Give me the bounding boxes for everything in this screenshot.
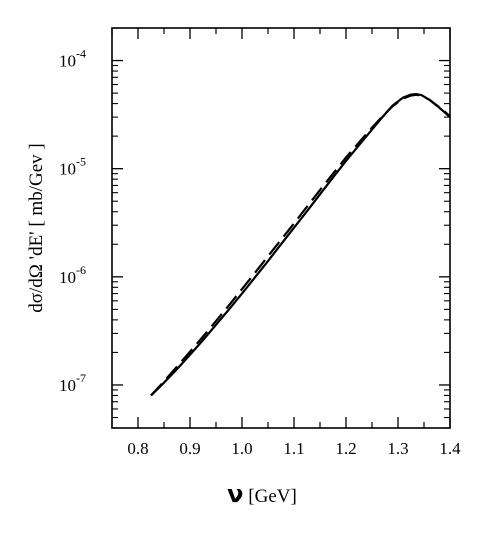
x-tick-label: 1.4 <box>439 439 461 458</box>
y-tick-label: 10-4 <box>59 47 86 71</box>
x-tick-label: 0.9 <box>179 439 200 458</box>
x-tick-label: 1.3 <box>387 439 408 458</box>
solid-series-line <box>150 92 451 397</box>
x-tick-label: 0.8 <box>127 439 148 458</box>
x-tick-label: 1.1 <box>283 439 304 458</box>
y-tick-label: 10-5 <box>59 155 86 179</box>
y-tick-label: 10-7 <box>59 371 86 395</box>
plot-frame <box>111 27 451 429</box>
curves <box>150 92 451 397</box>
axis-ticks <box>111 27 451 429</box>
x-tick-label: 1.0 <box>231 439 252 458</box>
x-tick-labels: 0.8 0.9 1.0 1.1 1.2 1.3 1.4 <box>127 439 461 458</box>
y-tick-labels: 10-7 10-6 10-5 10-4 <box>59 47 86 395</box>
y-axis-label: dσ/dΩ 'dE' [ mb/Gev ] <box>26 143 47 312</box>
dashed-series-line <box>150 93 451 397</box>
y-tick-label: 10-6 <box>59 263 86 287</box>
x-axis-label: ν [GeV] <box>227 480 297 508</box>
x-tick-label: 1.2 <box>335 439 356 458</box>
